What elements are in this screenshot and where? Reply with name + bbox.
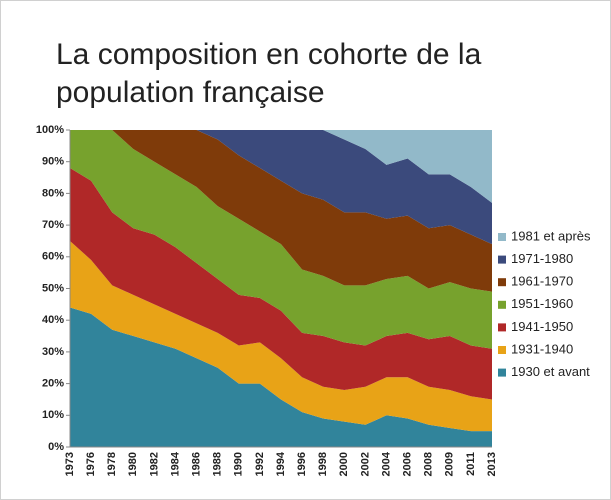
legend-label: 1941-1950 bbox=[511, 319, 573, 334]
x-tick-label: 1998 bbox=[317, 452, 329, 476]
x-tick-label: 1982 bbox=[148, 452, 160, 476]
legend-swatch bbox=[498, 278, 506, 287]
x-tick-label: 1996 bbox=[296, 452, 308, 476]
x-tick-label: 2008 bbox=[423, 452, 435, 476]
x-tick-label: 1988 bbox=[212, 452, 224, 476]
x-tick-label: 1980 bbox=[127, 452, 139, 476]
x-tick-label: 2009 bbox=[444, 452, 456, 476]
x-tick-label: 2000 bbox=[338, 452, 350, 476]
y-tick-label: 90% bbox=[42, 156, 64, 168]
x-tick-label: 1994 bbox=[275, 451, 287, 476]
y-tick-label: 20% bbox=[42, 378, 64, 390]
legend-swatch bbox=[498, 233, 506, 241]
y-tick-label: 100% bbox=[36, 124, 64, 136]
legend-label: 1931-1940 bbox=[511, 341, 573, 356]
y-tick-label: 80% bbox=[42, 187, 64, 199]
area bbox=[70, 240, 492, 432]
legend-swatch bbox=[498, 255, 506, 264]
y-tick-label: 40% bbox=[42, 314, 64, 326]
area bbox=[70, 130, 492, 292]
x-tick-label: 2011 bbox=[465, 452, 477, 476]
legend-swatch bbox=[498, 368, 506, 377]
y-tick-label: 10% bbox=[42, 409, 64, 421]
area bbox=[70, 130, 492, 349]
x-tick-label: 1978 bbox=[106, 452, 118, 476]
y-tick-label: 50% bbox=[42, 282, 64, 294]
x-tick-label: 2006 bbox=[402, 452, 414, 476]
x-tick-label: 2002 bbox=[359, 452, 371, 476]
area bbox=[70, 307, 492, 447]
area bbox=[70, 130, 492, 203]
legend-swatch bbox=[498, 346, 506, 354]
y-tick-label: 60% bbox=[42, 251, 64, 263]
chart-title: La composition en cohorte de la populati… bbox=[56, 38, 482, 109]
x-tick-label: 1984 bbox=[169, 451, 181, 476]
x-tick-label: 2013 bbox=[486, 452, 498, 476]
legend-swatch bbox=[498, 323, 506, 332]
x-tick-label: 1973 bbox=[64, 452, 76, 476]
x-tick-label: 1976 bbox=[85, 452, 97, 476]
legend-label: 1930 et avant bbox=[511, 364, 590, 379]
legend-label: 1971-1980 bbox=[511, 251, 573, 266]
x-tick-label: 1986 bbox=[191, 452, 203, 476]
legend-label: 1951-1960 bbox=[511, 296, 573, 311]
y-tick-label: 30% bbox=[42, 346, 64, 358]
legend-swatch bbox=[498, 300, 506, 309]
x-tick-label: 1992 bbox=[254, 452, 266, 476]
legend-label: 1961-1970 bbox=[511, 274, 573, 289]
y-tick-label: 70% bbox=[42, 219, 64, 231]
x-tick-label: 2004 bbox=[380, 451, 392, 476]
area bbox=[70, 130, 492, 245]
x-tick-label: 1990 bbox=[233, 452, 245, 476]
area bbox=[70, 168, 492, 400]
legend-label: 1981 et après bbox=[511, 228, 591, 243]
y-tick-label: 0% bbox=[48, 441, 64, 453]
